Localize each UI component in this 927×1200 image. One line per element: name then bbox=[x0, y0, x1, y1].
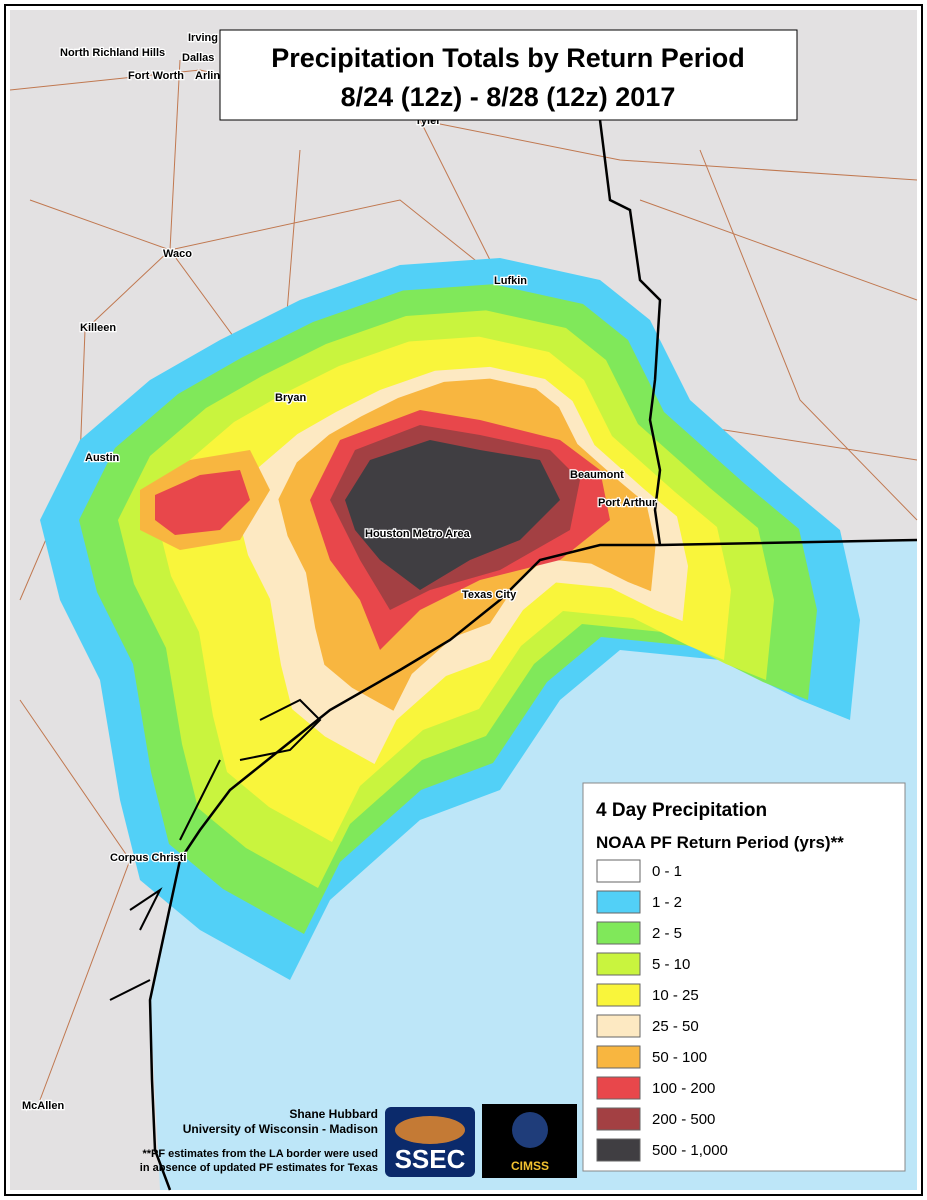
legend-swatch bbox=[596, 921, 641, 945]
legend-label: 0 - 1 bbox=[652, 863, 682, 880]
legend-label: 2 - 5 bbox=[652, 925, 682, 942]
legend-label: 100 - 200 bbox=[652, 1080, 715, 1097]
ssec-logo-art bbox=[395, 1116, 465, 1144]
city-label: Houston Metro Area bbox=[365, 528, 471, 540]
legend-label: 50 - 100 bbox=[652, 1049, 707, 1066]
legend-label: 1 - 2 bbox=[652, 894, 682, 911]
subtitle: 8/24 (12z) - 8/28 (12z) 2017 bbox=[341, 82, 676, 112]
cimss-logo-art bbox=[512, 1112, 548, 1148]
city-label: North Richland Hills bbox=[60, 47, 165, 59]
legend-swatch bbox=[596, 1076, 641, 1100]
city-label: Waco bbox=[163, 248, 192, 260]
frame bbox=[4, 4, 923, 1196]
precipitation bbox=[40, 258, 860, 980]
city-label: Port Arthur bbox=[598, 497, 657, 509]
legend-swatch bbox=[596, 952, 641, 976]
legend-label: 500 - 1,000 bbox=[652, 1142, 728, 1159]
legend-swatch bbox=[596, 1045, 641, 1069]
city-label: Fort Worth bbox=[128, 70, 184, 82]
legend-swatch bbox=[596, 1138, 641, 1162]
city-label: Irving bbox=[188, 32, 218, 44]
borders-coast bbox=[109, 119, 918, 1191]
city-label: Austin bbox=[85, 452, 120, 464]
city-label: Beaumont bbox=[570, 469, 624, 481]
credit-affiliation: University of Wisconsin - Madison bbox=[183, 1122, 378, 1136]
city-label: Corpus Christi bbox=[110, 852, 186, 864]
city-label: Arlin bbox=[195, 70, 220, 82]
city-label: Dallas bbox=[182, 52, 214, 64]
city-label: Killeen bbox=[80, 322, 116, 334]
footnote-line: in absence of updated PF estimates for T… bbox=[140, 1162, 378, 1174]
title: Precipitation Totals by Return Period bbox=[271, 43, 745, 73]
legend-swatch bbox=[596, 983, 641, 1007]
city-labels: North Richland Hills Irving Dallas Fort Wor… bbox=[21, 31, 658, 1114]
legend-title: 4 Day Precipitation bbox=[596, 800, 767, 821]
legend-swatch bbox=[596, 1107, 641, 1131]
title-box bbox=[219, 29, 798, 121]
legend-swatch bbox=[596, 890, 641, 914]
ssec-logo-text: SSEC bbox=[395, 1144, 466, 1174]
legend-swatch bbox=[596, 859, 641, 883]
credit-author: Shane Hubbard bbox=[289, 1107, 378, 1121]
legend-label: 25 - 50 bbox=[652, 1018, 699, 1035]
city-label: Bryan bbox=[275, 392, 306, 404]
legend-items: 0 - 1 1 - 2 2 - 5 5 - 10 10 - 25 25 - 50 50 - … bbox=[596, 859, 728, 1162]
legend-swatch bbox=[596, 1014, 641, 1038]
city-label: McAllen bbox=[22, 1100, 64, 1112]
city-label: Texas City bbox=[462, 589, 517, 601]
legend-label: 200 - 500 bbox=[652, 1111, 715, 1128]
legend-label: 5 - 10 bbox=[652, 956, 690, 973]
cimss-logo-text: CIMSS bbox=[511, 1159, 549, 1173]
legend-subtitle: NOAA PF Return Period (yrs)** bbox=[596, 833, 844, 852]
footnote-line: **PF estimates from the LA border were u… bbox=[142, 1148, 378, 1160]
legend-box bbox=[582, 782, 906, 1172]
city-label: Lufkin bbox=[494, 275, 527, 287]
legend-label: 10 - 25 bbox=[652, 987, 699, 1004]
